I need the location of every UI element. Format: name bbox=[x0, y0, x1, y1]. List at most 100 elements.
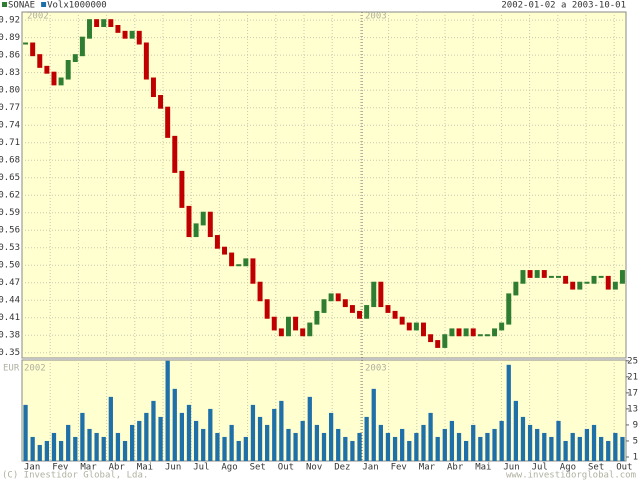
volume-bar bbox=[620, 436, 625, 461]
candle bbox=[222, 246, 228, 255]
candle bbox=[193, 223, 199, 238]
candle bbox=[392, 310, 398, 319]
candle bbox=[435, 340, 441, 348]
candle bbox=[158, 95, 164, 109]
candle bbox=[285, 316, 291, 337]
y-tick-label: 13 bbox=[627, 404, 638, 414]
volume-bar bbox=[293, 432, 298, 461]
volume-bar bbox=[613, 432, 618, 461]
candle bbox=[72, 54, 78, 63]
volume-bar bbox=[527, 424, 533, 461]
year-label: 2002 bbox=[24, 364, 46, 374]
candle bbox=[349, 305, 355, 313]
y-tick-label: 0.77 bbox=[0, 103, 20, 113]
volume-bar bbox=[499, 420, 504, 461]
x-tick-label: Mai bbox=[475, 463, 491, 473]
candle bbox=[23, 42, 29, 45]
volume-bar bbox=[130, 424, 135, 461]
volume-bar bbox=[257, 416, 263, 461]
candle bbox=[65, 60, 71, 80]
x-tick-label: Jan bbox=[362, 463, 378, 473]
volume-bar bbox=[186, 404, 192, 461]
volume-bar bbox=[478, 436, 483, 461]
y-tick-label: 0.56 bbox=[0, 226, 20, 236]
x-tick-label: Dez bbox=[334, 463, 350, 473]
volume-bar bbox=[272, 408, 277, 461]
legend-label: SONAE bbox=[8, 1, 35, 11]
candle bbox=[44, 65, 50, 74]
volume-bar bbox=[463, 440, 469, 461]
volume-bar bbox=[307, 396, 312, 461]
x-tick-label: Mai bbox=[137, 463, 153, 473]
x-tick-label: Abr bbox=[447, 463, 464, 473]
candle bbox=[250, 258, 256, 284]
year-label: 2003 bbox=[365, 364, 387, 374]
volume-bar bbox=[44, 440, 50, 461]
volume-bar bbox=[122, 440, 128, 461]
candle bbox=[101, 19, 107, 28]
volume-bar bbox=[23, 404, 28, 461]
date-range: 2002-01-02 a 2003-10-01 bbox=[501, 1, 626, 11]
y-tick-label: 25 bbox=[627, 356, 638, 366]
x-tick-label: Mar bbox=[80, 463, 97, 473]
volume-bar bbox=[442, 428, 447, 461]
candle bbox=[186, 205, 192, 238]
volume-bar bbox=[37, 444, 42, 461]
candle bbox=[577, 281, 583, 290]
volume-bar bbox=[151, 400, 156, 461]
candle bbox=[556, 275, 561, 278]
x-tick-label: Mar bbox=[419, 463, 436, 473]
volume-bar bbox=[321, 432, 327, 461]
volume-bar bbox=[584, 428, 590, 461]
volume-bar bbox=[535, 428, 540, 461]
candle bbox=[271, 316, 277, 331]
volume-bar bbox=[158, 416, 163, 461]
candle bbox=[51, 71, 57, 86]
candle bbox=[563, 275, 569, 284]
candle bbox=[420, 322, 426, 337]
candle bbox=[150, 77, 156, 98]
volume-bar bbox=[350, 440, 355, 461]
x-tick-label: Out bbox=[278, 463, 294, 473]
y-tick-label: 0.41 bbox=[0, 313, 20, 323]
y-tick-label: 0.83 bbox=[0, 68, 20, 78]
candle bbox=[115, 25, 121, 33]
volume-bar bbox=[407, 440, 412, 461]
candle bbox=[470, 328, 476, 337]
volume-bar bbox=[428, 412, 433, 461]
volume-bar bbox=[30, 436, 35, 461]
volume-bar bbox=[80, 412, 85, 461]
legend: SONAE Volx1000000 bbox=[2, 1, 107, 11]
candle bbox=[37, 54, 43, 68]
volume-bar bbox=[300, 420, 305, 461]
candle bbox=[94, 19, 100, 28]
candle bbox=[406, 322, 412, 331]
candle bbox=[605, 275, 611, 290]
volume-bar bbox=[286, 428, 291, 461]
legend-swatch bbox=[2, 2, 7, 7]
currency-label: EUR bbox=[3, 364, 20, 374]
candle bbox=[619, 270, 625, 284]
volume-bar bbox=[179, 412, 185, 461]
volume-bar bbox=[435, 436, 440, 461]
candle bbox=[449, 328, 455, 337]
volume-bar bbox=[606, 440, 611, 461]
x-tick-label: Ago bbox=[221, 463, 237, 473]
volume-bar bbox=[58, 440, 64, 461]
candle bbox=[264, 299, 270, 319]
volume-bar bbox=[343, 436, 348, 461]
volume-bar bbox=[456, 432, 462, 461]
y-tick-label: 0.38 bbox=[0, 331, 20, 341]
y-tick-label: 0.35 bbox=[0, 348, 20, 358]
y-tick-label: 0.65 bbox=[0, 173, 20, 183]
x-tick-label: Ago bbox=[560, 463, 576, 473]
candle bbox=[428, 334, 434, 343]
candle bbox=[30, 42, 36, 57]
volume-bar bbox=[357, 432, 362, 461]
candle bbox=[321, 299, 327, 313]
x-tick-label: Abr bbox=[109, 463, 126, 473]
candle bbox=[570, 281, 576, 290]
candle bbox=[598, 275, 604, 278]
y-tick-label: 5 bbox=[633, 436, 638, 446]
candle bbox=[506, 293, 512, 325]
